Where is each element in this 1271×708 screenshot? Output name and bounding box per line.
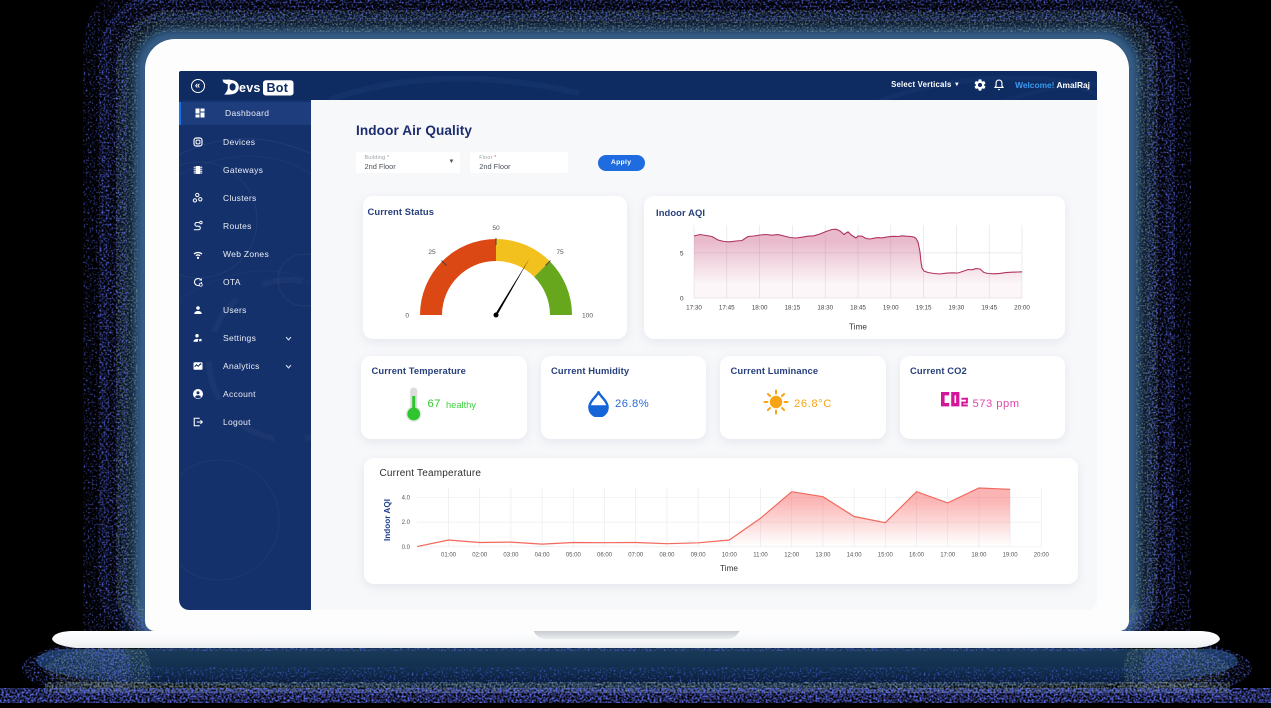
svg-text:11:00: 11:00 [753,552,768,558]
svg-text:50: 50 [492,225,500,232]
svg-text:12:00: 12:00 [784,552,800,558]
svg-text:18:45: 18:45 [850,305,866,312]
svg-text:19:15: 19:15 [916,305,932,312]
svg-text:Bot: Bot [266,81,288,95]
svg-text:5: 5 [680,250,684,257]
svg-text:0: 0 [405,313,409,320]
svg-text:15:00: 15:00 [877,552,893,558]
svg-text:0: 0 [680,296,684,303]
svg-text:19:30: 19:30 [949,305,965,312]
svg-text:01:00: 01:00 [440,552,456,558]
svg-text:4.0: 4.0 [401,495,410,501]
svg-text:17:45: 17:45 [719,305,735,312]
svg-text:18:00: 18:00 [971,552,987,558]
svg-text:20:00: 20:00 [1014,305,1030,312]
svg-text:evs: evs [239,81,261,95]
svg-text:07:00: 07:00 [628,552,644,558]
svg-text:03:00: 03:00 [503,552,519,558]
svg-text:19:00: 19:00 [883,305,899,312]
svg-text:0.0: 0.0 [401,544,410,550]
svg-text:17:00: 17:00 [940,552,956,558]
svg-text:17:30: 17:30 [686,305,702,312]
svg-text:25: 25 [428,249,436,256]
svg-text:75: 75 [556,249,564,256]
svg-text:100: 100 [582,313,593,320]
svg-text:08:00: 08:00 [659,552,675,558]
svg-text:Time: Time [720,564,738,573]
svg-text:10:00: 10:00 [721,552,737,558]
svg-text:2.0: 2.0 [401,520,410,526]
svg-text:19:00: 19:00 [1002,552,1018,558]
svg-text:14:00: 14:00 [846,552,862,558]
svg-text:09:00: 09:00 [690,552,706,558]
svg-text:18:00: 18:00 [752,305,768,312]
svg-text:16:00: 16:00 [908,552,924,558]
svg-text:18:30: 18:30 [817,305,833,312]
svg-text:05:00: 05:00 [565,552,581,558]
svg-text:Time: Time [849,323,867,332]
svg-text:02:00: 02:00 [472,552,488,558]
svg-text:19:45: 19:45 [981,305,997,312]
svg-text:18:15: 18:15 [785,305,801,312]
svg-text:Indoor AQI: Indoor AQI [383,499,392,541]
svg-text:20:00: 20:00 [1033,552,1049,558]
svg-text:06:00: 06:00 [596,552,612,558]
svg-text:04:00: 04:00 [534,552,550,558]
svg-text:13:00: 13:00 [815,552,831,558]
